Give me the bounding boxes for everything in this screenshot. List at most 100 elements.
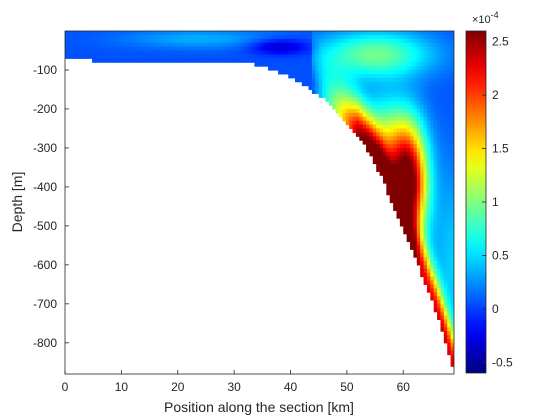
heatmap-cell [403, 159, 408, 165]
heatmap-cell [230, 34, 235, 40]
heatmap-cell [437, 186, 442, 192]
heatmap-cell [447, 319, 452, 324]
heatmap-cell [288, 46, 293, 52]
heatmap-cell [342, 85, 347, 91]
heatmap-cell [389, 186, 394, 192]
heatmap-cell [163, 58, 168, 63]
heatmap-cell [406, 159, 411, 165]
heatmap-cell [278, 46, 283, 52]
colorbar-gradient [466, 31, 486, 373]
heatmap-cell [389, 163, 394, 169]
heatmap-cell [406, 105, 411, 110]
heatmap-cell [440, 194, 445, 200]
heatmap-cell [366, 140, 371, 145]
heatmap-cell [403, 93, 408, 98]
heatmap-cell [345, 93, 350, 98]
heatmap-cell [413, 77, 418, 83]
heatmap-cell [382, 31, 387, 36]
heatmap-cell [403, 179, 408, 184]
colorbar-exponent-power: -4 [491, 10, 499, 20]
heatmap-cell [440, 132, 445, 137]
heatmap-cell [149, 34, 154, 40]
heatmap-cell [443, 276, 448, 282]
heatmap-cell [443, 272, 448, 278]
heatmap-cell [396, 38, 401, 44]
heatmap-cell [325, 85, 330, 91]
heatmap-cell [352, 46, 357, 52]
heatmap-cell [366, 89, 371, 94]
heatmap-cell [332, 42, 337, 48]
heatmap-cell [142, 38, 147, 44]
axes-box [64, 30, 455, 375]
heatmap-cell [240, 46, 245, 52]
heatmap-cell [396, 112, 401, 118]
heatmap-cell [430, 97, 435, 102]
heatmap-cell [406, 50, 411, 55]
heatmap-cell [332, 81, 337, 87]
heatmap-cell [443, 144, 448, 149]
heatmap-cell [410, 159, 415, 165]
heatmap-cell [410, 89, 415, 94]
heatmap-cell [115, 38, 120, 44]
heatmap-cell [430, 128, 435, 133]
heatmap-cell [196, 50, 201, 55]
heatmap-cell [315, 77, 320, 83]
heatmap-cell [437, 42, 442, 48]
heatmap-cell [393, 163, 398, 169]
heatmap-cell [274, 50, 279, 55]
heatmap-cell [237, 34, 242, 40]
heatmap-cell [227, 46, 232, 52]
heatmap-cell [450, 120, 454, 126]
heatmap-cell [366, 128, 371, 133]
heatmap-cell [207, 38, 212, 44]
heatmap-cell [372, 69, 377, 75]
heatmap-cell [443, 97, 448, 102]
heatmap-cell [322, 89, 327, 94]
heatmap-cell [227, 42, 232, 48]
heatmap-cell [251, 58, 256, 63]
heatmap-cell [355, 73, 360, 79]
heatmap-cell [284, 54, 289, 59]
heatmap-cell [267, 42, 272, 48]
heatmap-cell [196, 42, 201, 48]
heatmap-cell [437, 116, 442, 122]
heatmap-cell [376, 151, 381, 157]
heatmap-cell [342, 93, 347, 98]
heatmap-cell [369, 81, 374, 87]
heatmap-cell [420, 38, 425, 44]
heatmap-cell [254, 42, 259, 48]
heatmap-cell [278, 62, 283, 67]
heatmap-cell [122, 58, 127, 63]
heatmap-cell [393, 140, 398, 145]
heatmap-cell [399, 69, 404, 75]
heatmap-cell [376, 147, 381, 153]
heatmap-cell [338, 62, 343, 67]
heatmap-cell [173, 54, 178, 59]
heatmap-cell [399, 159, 404, 165]
heatmap-cell [203, 38, 208, 44]
heatmap-cell [406, 183, 411, 188]
heatmap-cell [443, 303, 448, 309]
heatmap-cell [386, 179, 391, 184]
heatmap-cell [440, 136, 445, 141]
heatmap-cell [426, 136, 431, 141]
heatmap-cell [450, 198, 454, 204]
heatmap-cell [92, 34, 97, 40]
heatmap-cell [406, 175, 411, 180]
heatmap-cell [366, 69, 371, 75]
heatmap-cell [315, 85, 320, 91]
heatmap-cell [305, 31, 310, 36]
heatmap-cell [450, 257, 454, 262]
heatmap-cell [389, 155, 394, 161]
heatmap-cell [345, 101, 350, 106]
heatmap-cell [416, 167, 421, 172]
heatmap-cell [447, 225, 452, 231]
heatmap-cell [217, 50, 222, 55]
heatmap-cell [447, 284, 452, 289]
heatmap-cell [102, 54, 107, 59]
heatmap-cell [65, 50, 69, 55]
heatmap-cell [399, 190, 404, 196]
heatmap-cell [129, 46, 134, 52]
heatmap-cell [311, 42, 316, 48]
heatmap-cell [115, 54, 120, 59]
